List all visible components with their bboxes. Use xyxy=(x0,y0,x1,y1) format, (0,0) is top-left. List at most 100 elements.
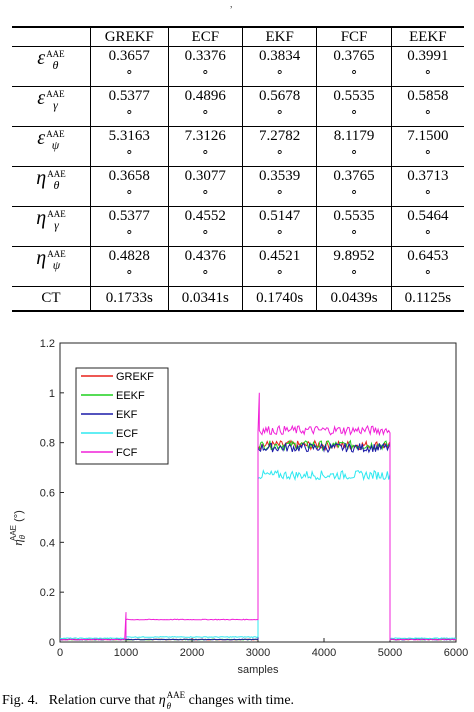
y-tick-label: 0.2 xyxy=(40,587,55,599)
degree-mark: ∘ xyxy=(423,264,432,279)
table-cell: 0.4828 ∘ xyxy=(90,246,169,287)
degree-mark: ∘ xyxy=(349,64,359,79)
cell-value: 0.6453 xyxy=(407,248,449,264)
degree-mark: ∘ xyxy=(349,224,359,239)
legend-label-fcf: FCF xyxy=(116,447,138,459)
table-cell: 0.4896 ∘ xyxy=(168,86,243,127)
degree-mark: ∘ xyxy=(201,224,210,239)
table-corner-cell xyxy=(12,26,91,47)
metric-subscript: ψ xyxy=(51,138,60,153)
table-row: η AAE γ 0.5377 ∘ 0.4552 ∘ 0.5147 ∘ 0.5535 ∘ 0.5464 ∘ xyxy=(12,206,464,247)
degree-mark: ∘ xyxy=(125,184,134,199)
degree-mark: ∘ xyxy=(423,184,432,199)
table-row: η AAE ψ 0.4828 ∘ 0.4376 ∘ 0.4521 ∘ 9.8952 ∘ 0.6453 ∘ xyxy=(12,246,464,287)
table-cell: 0.3765 ∘ xyxy=(316,46,392,87)
column-header-ekf: EKF xyxy=(242,26,318,47)
table-cell: 0.5464 ∘ xyxy=(391,206,464,247)
table-cell: 5.3163 ∘ xyxy=(90,126,169,167)
metric-label: ε AAE γ xyxy=(12,86,91,127)
degree-mark: ∘ xyxy=(275,144,284,159)
cell-value: 0.4828 xyxy=(108,248,150,264)
table-cell: 0.5377 ∘ xyxy=(90,86,169,127)
y-tick-label: 0.8 xyxy=(40,438,55,450)
cell-value: 0.3539 xyxy=(259,168,301,184)
figure-caption: Fig. 4. Relation curve that η AAE θ change… xyxy=(2,690,294,712)
caption-superscript: AAE xyxy=(166,690,186,700)
cell-value: 9.8952 xyxy=(333,248,375,264)
table-cell: 0.5535 ∘ xyxy=(316,86,392,127)
table-cell: 0.4521 ∘ xyxy=(242,246,318,287)
table-cell: 7.1500 ∘ xyxy=(391,126,464,167)
metric-subscript: ψ xyxy=(52,258,61,273)
degree-mark: ∘ xyxy=(349,184,359,199)
degree-mark: ∘ xyxy=(125,264,134,279)
table-cell: 0.3657 ∘ xyxy=(90,46,169,87)
table-cell: 8.1179 ∘ xyxy=(316,126,392,167)
cell-value: 8.1179 xyxy=(333,128,375,144)
metric-superscript: AAE xyxy=(47,209,66,220)
table-cell: 0.3765 ∘ xyxy=(316,166,392,207)
degree-mark: ∘ xyxy=(201,184,210,199)
table-cell: 0.3834 ∘ xyxy=(242,46,318,87)
table-cell: 0.3658 ∘ xyxy=(90,166,169,207)
degree-mark: ∘ xyxy=(275,264,284,279)
table-cell: 0.6453 ∘ xyxy=(391,246,464,287)
table-row: η AAE θ 0.3658 ∘ 0.3077 ∘ 0.3539 ∘ 0.3765 ∘ 0.3713 ∘ xyxy=(12,166,464,207)
degree-mark: ∘ xyxy=(125,64,134,79)
cell-value: 0.4896 xyxy=(184,88,226,104)
legend-label-grekf: GREKF xyxy=(116,371,154,383)
ct-cell: 0.1125s xyxy=(391,286,464,312)
degree-mark: ∘ xyxy=(125,104,134,119)
x-tick-label: 2000 xyxy=(180,647,204,659)
legend-label-ekf: EKF xyxy=(116,409,138,421)
y-label-unit: (°) xyxy=(13,510,25,525)
degree-mark: ∘ xyxy=(423,64,432,79)
degree-mark: ∘ xyxy=(423,104,432,119)
cell-value: 0.5858 xyxy=(407,88,449,104)
metric-subscript: θ xyxy=(53,178,60,193)
cell-value: 0.3765 xyxy=(333,48,375,64)
table-cell: 0.5377 ∘ xyxy=(90,206,169,247)
table-header-row: GREKF ECF EKF FCF EEKF xyxy=(12,26,464,47)
metric-superscript: AAE xyxy=(46,129,65,140)
results-table: GREKF ECF EKF FCF EEKF ε AAE θ 0.3657 ∘ 0.337… xyxy=(12,26,464,312)
cell-value: 0.5464 xyxy=(407,208,449,224)
table-row-ct: CT 0.1733s 0.0341s 0.1740s 0.0439s 0.1125s xyxy=(12,286,464,312)
metric-label: η AAE θ xyxy=(12,166,91,207)
table-cell: 0.5678 ∘ xyxy=(242,86,318,127)
degree-mark: ∘ xyxy=(275,184,284,199)
column-header-ecf: ECF xyxy=(168,26,243,47)
metric-symbol: ε xyxy=(37,127,46,149)
caption-prefix: Fig. 4. xyxy=(2,693,39,709)
x-tick-label: 4000 xyxy=(312,647,336,659)
table-cell: 9.8952 ∘ xyxy=(316,246,392,287)
cell-value: 0.3765 xyxy=(333,168,375,184)
column-header-eekf: EEKF xyxy=(391,26,464,47)
degree-mark: ∘ xyxy=(275,104,284,119)
cell-value: 0.5535 xyxy=(333,88,375,104)
x-tick-label: 5000 xyxy=(378,647,402,659)
caption-text-after: changes with time. xyxy=(185,693,295,709)
cell-value: 0.3077 xyxy=(184,168,226,184)
series-line-fcf xyxy=(60,392,457,641)
degree-mark: ∘ xyxy=(201,144,210,159)
y-tick-label: 1.2 xyxy=(40,338,55,350)
cell-value: 0.3658 xyxy=(108,168,150,184)
caption-subscript: θ xyxy=(166,701,172,711)
metric-superscript: AAE xyxy=(47,169,66,180)
cell-value: 0.5678 xyxy=(259,88,301,104)
y-tick-label: 0.6 xyxy=(40,488,55,500)
table-cell: 0.3713 ∘ xyxy=(391,166,464,207)
eta-theta-chart: 0 1000 2000 3000 4000 5000 6000 0 0.2 0.4 0.6 0.8 1 1… xyxy=(9,338,468,676)
x-tick-label: 3000 xyxy=(246,647,270,659)
y-label-superscript: AAE xyxy=(9,525,18,541)
degree-mark: ∘ xyxy=(349,264,359,279)
degree-mark: ∘ xyxy=(125,144,134,159)
caption-text-before: Relation curve that xyxy=(48,693,159,709)
table-cell: 0.4376 ∘ xyxy=(168,246,243,287)
table-cell: 0.3539 ∘ xyxy=(242,166,318,207)
ct-cell: 0.1733s xyxy=(90,286,169,312)
cell-value: 0.5147 xyxy=(259,208,301,224)
table-cell: 0.3077 ∘ xyxy=(168,166,243,207)
ct-cell: 0.0439s xyxy=(316,286,392,312)
